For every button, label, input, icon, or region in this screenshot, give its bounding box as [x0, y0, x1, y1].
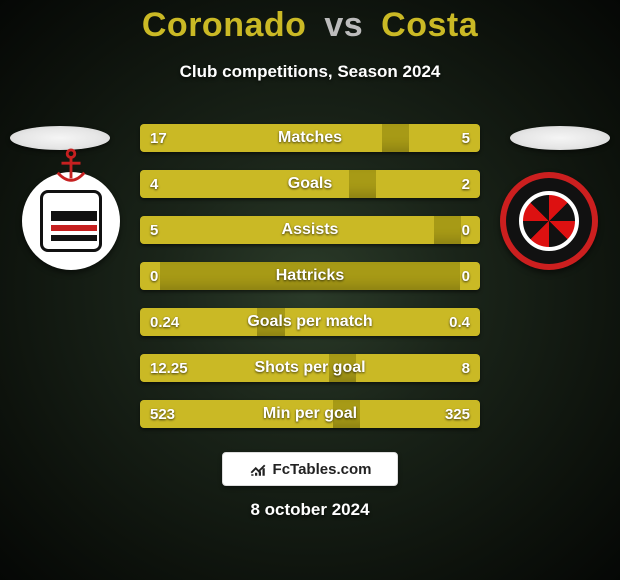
crest-shield-left: [40, 190, 102, 252]
stats-container: 175Matches 42Goals 50Assists 00Hattricks 0.2…: [140, 124, 480, 428]
crest-core-right: [519, 191, 579, 251]
stat-row: 50Assists: [140, 216, 480, 244]
stat-label: Assists: [140, 216, 480, 244]
brand-label: FcTables.com: [273, 461, 372, 478]
club-crest-left: [22, 172, 120, 270]
stat-row: 42Goals: [140, 170, 480, 198]
club-crest-right: [500, 172, 598, 270]
stat-label: Goals per match: [140, 308, 480, 336]
player-platform-right: [510, 126, 610, 150]
title-player-left: Coronado: [142, 6, 307, 44]
crest-detail-left: [43, 193, 105, 255]
chart-icon: [249, 460, 267, 478]
date-label: 8 october 2024: [0, 500, 620, 520]
stat-row: 523325Min per goal: [140, 400, 480, 428]
brand-badge[interactable]: FcTables.com: [222, 452, 398, 486]
title-vs: vs: [324, 6, 363, 44]
player-platform-left: [10, 126, 110, 150]
page-title: Coronado vs Costa: [0, 6, 620, 45]
stat-row: 00Hattricks: [140, 262, 480, 290]
crest-ring-right: [506, 178, 592, 264]
stat-row: 0.240.4Goals per match: [140, 308, 480, 336]
stat-label: Matches: [140, 124, 480, 152]
title-player-right: Costa: [381, 6, 478, 44]
stat-label: Min per goal: [140, 400, 480, 428]
stat-label: Goals: [140, 170, 480, 198]
anchor-icon: [52, 148, 90, 186]
subtitle: Club competitions, Season 2024: [0, 62, 620, 82]
stat-label: Shots per goal: [140, 354, 480, 382]
stat-row: 12.258Shots per goal: [140, 354, 480, 382]
stat-label: Hattricks: [140, 262, 480, 290]
stat-row: 175Matches: [140, 124, 480, 152]
